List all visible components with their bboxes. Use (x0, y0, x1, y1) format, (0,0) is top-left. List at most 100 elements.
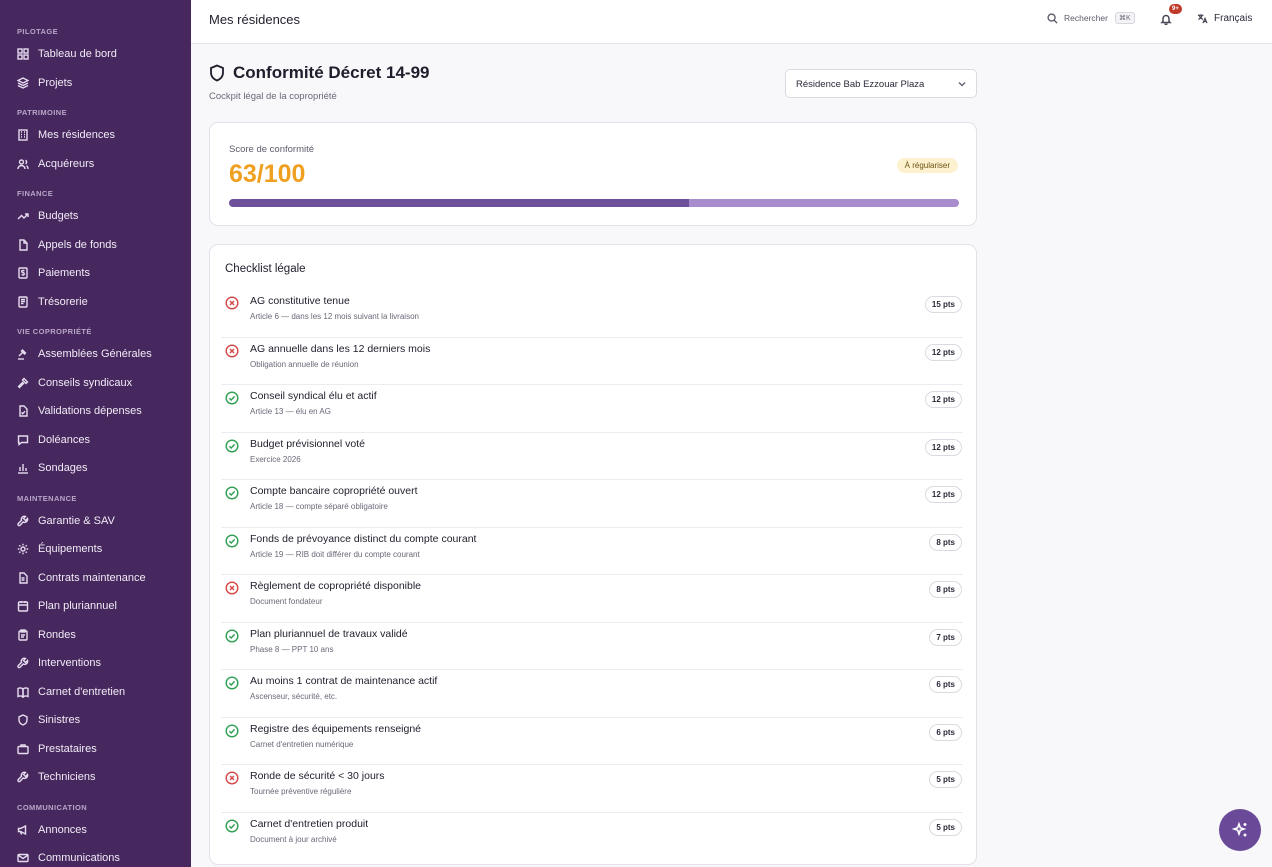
sidebar-item-prestataires[interactable]: Prestataires (0, 735, 191, 764)
sidebar-item-label: Trésorerie (38, 295, 88, 308)
search-label: Rechercher (1064, 13, 1108, 23)
briefcase-icon (17, 743, 29, 755)
checklist-item-label: Budget prévisionnel voté (250, 437, 365, 450)
checklist-item-description: Ascenseur, sécurité, etc. (250, 692, 338, 701)
sidebar-item-label: Contrats maintenance (38, 571, 146, 584)
header-title: Mes résidences (209, 12, 301, 27)
chevron-down-icon (958, 80, 966, 88)
sidebar-item-label: Projets (38, 76, 73, 89)
points-badge: 12 pts (924, 486, 962, 503)
checklist-item-label: Compte bancaire copropriété ouvert (250, 485, 418, 497)
sidebar-item-label: Prestataires (38, 742, 97, 755)
dollar-file-icon (17, 267, 29, 279)
page-title-text: Conformité Décret 14-99 (233, 63, 430, 82)
search-button[interactable]: Rechercher ⌘K (1047, 12, 1135, 24)
checklist-item: Au moins 1 contrat de maintenance actif A… (221, 670, 963, 718)
checklist-item-label: Conseil syndical élu et actif (250, 390, 377, 402)
checklist-item-label: Carnet d'entretien produit (250, 817, 369, 830)
points-badge: 6 pts (929, 723, 962, 741)
points-badge: 15 pts (924, 296, 962, 313)
sidebar-item-tresorerie[interactable]: Trésorerie (0, 288, 191, 317)
sidebar-item-appels-de-fonds[interactable]: Appels de fonds (0, 231, 191, 260)
points-badge: 8 pts (929, 533, 962, 551)
checklist-item-label: Registre des équipements renseigné (250, 722, 422, 735)
file-text-icon (17, 572, 29, 584)
check-circle-icon (225, 818, 239, 833)
sidebar-item-acquereurs[interactable]: Acquéreurs (0, 150, 191, 179)
ledger-icon (17, 296, 29, 308)
message-icon (17, 434, 29, 446)
residence-select[interactable]: Résidence Bab Ezzouar Plaza (785, 69, 977, 98)
mail-icon (17, 852, 29, 864)
checklist-item-label: AG annuelle dans les 12 derniers mois (250, 342, 431, 355)
score-value: 63/100 (229, 160, 306, 188)
ai-assistant-button[interactable] (1219, 809, 1261, 851)
sidebar-item-techniciens[interactable]: Techniciens (0, 763, 191, 792)
sidebar-item-sondages[interactable]: Sondages (0, 454, 191, 483)
clipboard-icon (17, 629, 29, 641)
sidebar-item-tableau-de-bord[interactable]: Tableau de bord (0, 40, 191, 69)
wrench-icon (17, 771, 29, 783)
sidebar-item-annonces[interactable]: Annonces (0, 816, 191, 845)
checklist-item: Ronde de sécurité < 30 jours Tournée prév… (221, 765, 963, 813)
sidebar-item-label: Annonces (38, 823, 87, 836)
sidebar-item-assemblees-generales[interactable]: Assemblées Générales (0, 340, 191, 369)
checklist-item-description: Carnet d'entretien numérique (250, 739, 354, 749)
language-selector[interactable]: Français (1197, 13, 1252, 24)
checklist-item: Compte bancaire copropriété ouvert Articl… (221, 480, 963, 528)
sidebar-item-garantie-sav[interactable]: Garantie & SAV (0, 507, 191, 536)
sidebar-item-carnet-d-entretien[interactable]: Carnet d'entretien (0, 678, 191, 707)
checklist-item-description: Phase 8 — PPT 10 ans (250, 644, 334, 654)
sidebar-item-validations-depenses[interactable]: Validations dépenses (0, 397, 191, 426)
megaphone-icon (17, 824, 29, 836)
sidebar-item-label: Garantie & SAV (38, 514, 115, 527)
x-circle-icon (225, 296, 239, 310)
x-circle-icon (225, 343, 239, 358)
checklist-item: Carnet d'entretien produit Document à jou… (221, 813, 963, 861)
page-title: Conformité Décret 14-99 (209, 63, 430, 83)
checklist-item: Conseil syndical élu et actif Article 13 … (221, 385, 963, 433)
checklist-item: AG constitutive tenue Article 6 — dans le… (221, 290, 963, 338)
sidebar-item-label: Mes résidences (38, 129, 116, 142)
layers-icon (17, 76, 29, 89)
sidebar-item-projets[interactable]: Projets (0, 69, 191, 98)
sidebar-item-label: Assemblées Générales (38, 348, 152, 361)
sidebar-item-plan-pluriannuel[interactable]: Plan pluriannuel (0, 592, 191, 621)
sidebar-item-paiements[interactable]: Paiements (0, 259, 191, 288)
language-label: Français (1214, 13, 1253, 24)
sidebar-item-label: Carnet d'entretien (38, 685, 126, 698)
bar-chart-icon (17, 462, 29, 474)
sidebar-section-title: PILOTAGE (17, 27, 58, 36)
sidebar-item-label: Sondages (38, 462, 88, 475)
sidebar-item-interventions[interactable]: Interventions (0, 649, 191, 678)
sidebar-item-sinistres[interactable]: Sinistres (0, 706, 191, 735)
sidebar-item-communications[interactable]: Communications (0, 844, 191, 867)
wrench-icon (17, 515, 29, 527)
sidebar-nav: PILOTAGE Tableau de bord Projets PATRIMOINE… (0, 22, 191, 867)
sidebar-item-rondes[interactable]: Rondes (0, 621, 191, 650)
trending-up-icon (17, 210, 29, 222)
notifications-button[interactable] (1160, 12, 1174, 26)
sidebar-section-title: PATRIMOINE (17, 108, 67, 117)
sidebar-item-equipements[interactable]: Équipements (0, 535, 191, 564)
checklist-item-label: Règlement de copropriété disponible (250, 580, 422, 592)
sidebar-item-budgets[interactable]: Budgets (0, 202, 191, 231)
check-circle-icon (225, 723, 239, 738)
checklist-item-description: Document fondateur (250, 597, 323, 606)
checklist-item-label: Plan pluriannuel de travaux validé (250, 627, 408, 640)
checklist-rows: AG constitutive tenue Article 6 — dans le… (221, 290, 963, 860)
file-icon (17, 239, 29, 251)
sidebar-item-label: Appels de fonds (38, 238, 117, 251)
sidebar-item-mes-residences[interactable]: Mes résidences (0, 121, 191, 150)
shield-icon (210, 64, 224, 82)
sparkles-icon (1231, 821, 1247, 837)
legal-checklist-card: Checklist légale AG constitutive tenue Ar… (209, 244, 977, 865)
checklist-item: AG annuelle dans les 12 derniers mois Obl… (221, 338, 963, 385)
translate-icon (1197, 14, 1208, 24)
sidebar-item-contrats-maintenance[interactable]: Contrats maintenance (0, 564, 191, 593)
checklist-title: Checklist légale (225, 263, 306, 275)
sidebar-item-conseils-syndicaux[interactable]: Conseils syndicaux (0, 369, 191, 398)
checklist-item-label: Ronde de sécurité < 30 jours (250, 770, 385, 782)
sidebar-item-doleances[interactable]: Doléances (0, 426, 191, 455)
cog-icon (17, 543, 29, 555)
